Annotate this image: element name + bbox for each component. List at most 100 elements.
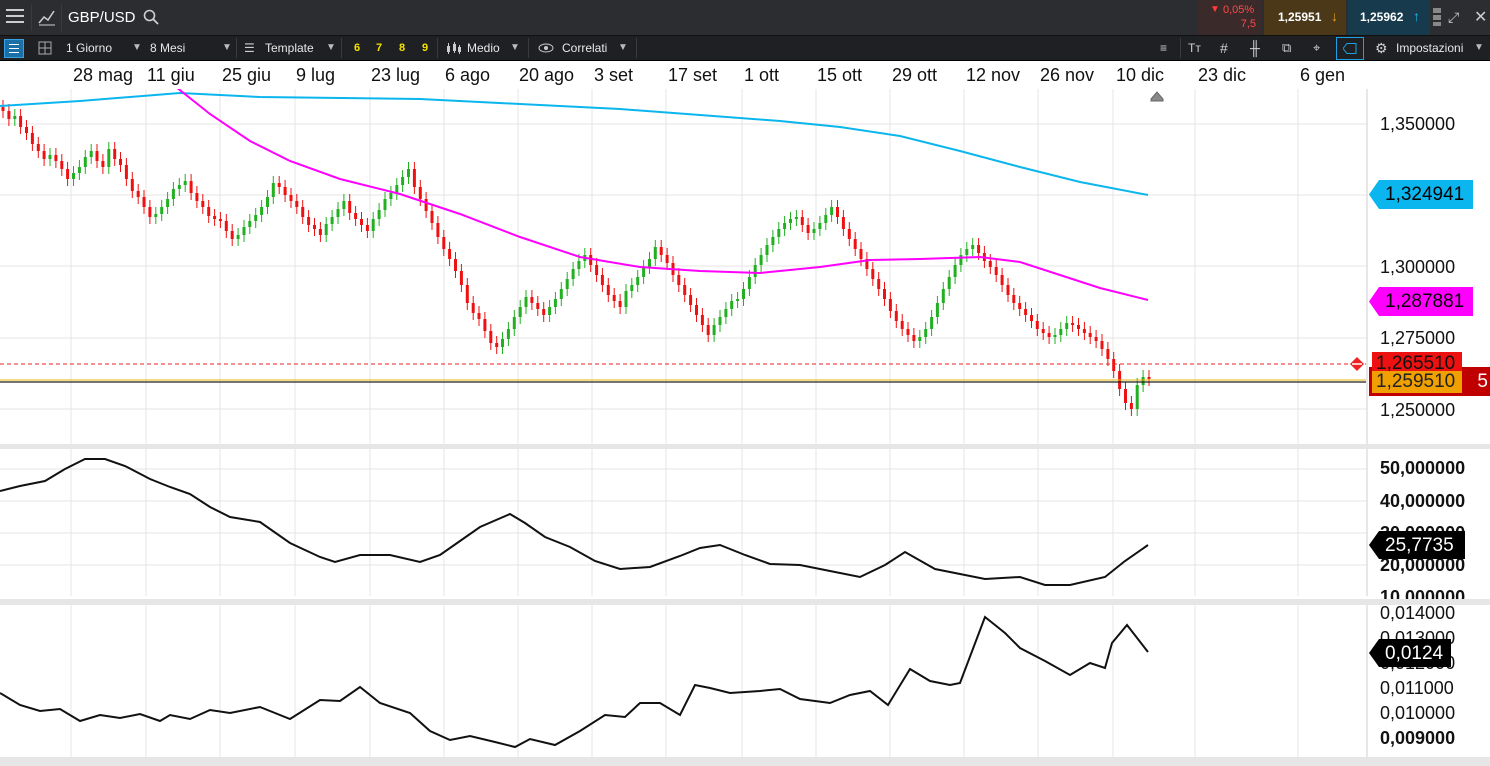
candle-body xyxy=(1024,309,1028,315)
layout-icon[interactable] xyxy=(1432,7,1442,27)
candle-body xyxy=(506,329,510,339)
sell-button[interactable]: 1,25951 ↓ xyxy=(1264,0,1346,35)
date-label: 28 mag xyxy=(73,65,134,85)
preset-8[interactable]: 8 xyxy=(399,42,406,54)
candle-body xyxy=(824,215,828,223)
crosshair-icon[interactable]: ⌖ xyxy=(1313,40,1321,55)
candle-body xyxy=(830,207,834,215)
candle-body xyxy=(706,325,710,335)
badge-price: 1,259510 xyxy=(1372,371,1462,393)
candle-body xyxy=(700,315,704,325)
candle-body xyxy=(818,223,822,229)
text-size-icon[interactable]: Tт xyxy=(1188,41,1201,55)
preset-6[interactable]: 6 xyxy=(354,42,361,54)
scroll-marker-icon[interactable] xyxy=(1150,91,1164,102)
divider xyxy=(61,4,62,31)
copy-icon[interactable]: ⧉ xyxy=(1282,40,1292,55)
symbol-title[interactable]: GBP/USD xyxy=(68,9,136,26)
settings-button[interactable]: Impostazioni xyxy=(1396,41,1464,55)
candle-body xyxy=(25,127,28,133)
date-label: 10 dic xyxy=(1116,65,1165,85)
badge-ma50-text: 1,287881 xyxy=(1385,291,1465,312)
chart-line-icon[interactable] xyxy=(38,8,56,26)
chevron-down-icon[interactable]: ▼ xyxy=(222,42,232,53)
chevron-down-icon[interactable]: ▼ xyxy=(618,42,628,53)
grid-icon[interactable] xyxy=(38,41,52,55)
y-tick: 0,011000 xyxy=(1380,678,1454,698)
candle-body xyxy=(383,199,387,210)
candle-body xyxy=(1071,323,1075,325)
alert-diamond-icon[interactable] xyxy=(1350,357,1364,371)
candle-body xyxy=(1059,329,1063,335)
candle-body xyxy=(401,177,405,185)
hash-icon[interactable]: # xyxy=(1220,40,1228,56)
template-button[interactable]: Template xyxy=(265,41,314,55)
candle-body xyxy=(883,289,886,299)
date-label: 26 nov xyxy=(1040,65,1095,85)
template-icon[interactable]: ☰ xyxy=(244,41,255,55)
panel-list-icon[interactable] xyxy=(4,39,24,58)
correlated-button[interactable]: Correlati xyxy=(562,41,608,55)
candle-body xyxy=(30,133,34,144)
candle-body xyxy=(777,229,781,237)
candle-body xyxy=(377,210,381,219)
candle-body xyxy=(742,289,745,299)
date-label: 12 nov xyxy=(966,65,1021,85)
preset-9[interactable]: 9 xyxy=(422,42,429,54)
indicator-2-badge: 0,0124 xyxy=(1369,639,1451,667)
indicator-chart-1[interactable] xyxy=(0,449,1490,596)
change-points: 7,5 xyxy=(1240,18,1256,30)
candle-body xyxy=(783,223,787,229)
candle-body xyxy=(277,183,281,187)
eye-icon[interactable] xyxy=(538,43,554,53)
close-icon[interactable]: ✕ xyxy=(1474,9,1488,26)
chevron-down-icon[interactable]: ▼ xyxy=(510,42,520,53)
candlestick-icon[interactable] xyxy=(446,42,462,55)
candle-body xyxy=(501,339,504,347)
crosshair-grid-icon[interactable]: ╫ xyxy=(1250,40,1260,56)
candle-body xyxy=(577,261,581,269)
align-icon[interactable]: ≡ xyxy=(1160,41,1168,55)
candle-body xyxy=(1035,321,1039,329)
candle-body xyxy=(465,285,469,303)
date-label: 23 lug xyxy=(371,65,421,85)
indicator-chart-2[interactable] xyxy=(0,605,1490,757)
candle-body xyxy=(442,237,446,249)
interval-select[interactable]: 1 Giorno xyxy=(66,36,112,60)
label-tag-icon[interactable] xyxy=(1336,37,1364,60)
candle-body xyxy=(113,149,117,159)
candle-body xyxy=(354,213,358,219)
panel-separator xyxy=(0,444,1490,449)
style-button[interactable]: Medio xyxy=(467,41,500,55)
candle-body xyxy=(483,319,487,331)
gear-icon[interactable]: ⚙ xyxy=(1375,40,1388,56)
candle-body xyxy=(765,245,769,255)
search-icon[interactable] xyxy=(143,9,159,25)
candle-body xyxy=(224,221,228,231)
date-label: 23 dic xyxy=(1198,65,1247,85)
candle-body xyxy=(524,297,528,307)
candle-body xyxy=(595,265,599,275)
chevron-down-icon[interactable]: ▼ xyxy=(132,42,142,53)
candle-body xyxy=(101,161,105,167)
down-arrow-icon: ▼ xyxy=(1210,4,1220,15)
main-y-axis: 1,350000 1,300000 1,275000 1,250000 xyxy=(1370,89,1490,444)
preset-7[interactable]: 7 xyxy=(376,42,383,54)
price-chart[interactable] xyxy=(0,89,1490,444)
candle-body xyxy=(894,311,898,321)
candle-body xyxy=(307,217,311,225)
window-icons: ⤢ ✕ xyxy=(1432,0,1490,35)
buy-button[interactable]: 1,25962 ↑ xyxy=(1348,0,1430,35)
chevron-down-icon[interactable]: ▼ xyxy=(1474,42,1484,53)
candle-body xyxy=(1124,389,1127,403)
bottom-border xyxy=(0,757,1490,766)
expand-icon[interactable]: ⤢ xyxy=(1448,9,1460,25)
candle-body xyxy=(160,207,164,214)
candle-body xyxy=(1129,403,1133,409)
menu-icon[interactable] xyxy=(6,9,24,25)
chevron-down-icon[interactable]: ▼ xyxy=(326,42,336,53)
candle-body xyxy=(1018,303,1022,309)
candle-body xyxy=(448,249,452,259)
candle-body xyxy=(1012,295,1016,303)
range-select[interactable]: 8 Mesi xyxy=(150,36,185,60)
